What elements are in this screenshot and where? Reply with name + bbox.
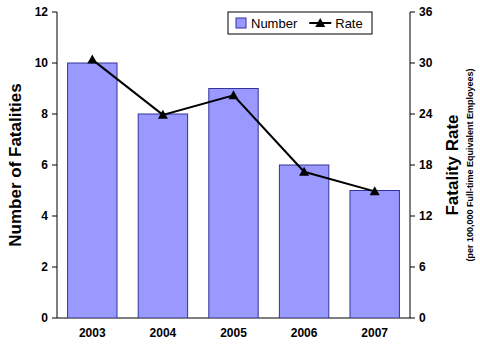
y-tick-label: 2 [41, 260, 48, 274]
bar [279, 165, 328, 318]
bar [350, 191, 399, 319]
x-tick-label: 2004 [150, 326, 177, 340]
y2-tick-label: 24 [419, 107, 433, 121]
y2-tick [410, 63, 415, 64]
marker [229, 90, 239, 99]
x-tick-label: 2006 [291, 326, 318, 340]
plot-area [68, 55, 400, 318]
y-tick-label: 0 [41, 311, 48, 325]
y-tick [52, 165, 57, 166]
y-tick-label: 10 [35, 56, 49, 70]
line [92, 60, 374, 192]
y-tick [52, 216, 57, 217]
legend-marker [315, 18, 325, 27]
y2-tick-label: 18 [419, 158, 433, 172]
marker [299, 167, 309, 176]
y2-axis-label: Fatality Rate [443, 114, 462, 215]
y-tick-label: 8 [41, 107, 48, 121]
x-tick-label: 2003 [79, 326, 106, 340]
bar [138, 114, 187, 318]
x-tick-label: 2005 [220, 326, 247, 340]
y2-tick [410, 318, 415, 319]
y-tick [52, 63, 57, 64]
y2-tick-label: 0 [419, 311, 426, 325]
bar [209, 89, 258, 319]
y-tick [52, 12, 57, 13]
chart: 0246810120612182430362003200420052006200… [0, 0, 480, 360]
y-tick [52, 267, 57, 268]
y-tick-label: 4 [41, 209, 48, 223]
x-tick-label: 2007 [361, 326, 388, 340]
y2-axis-label: (per 100,000 Full-time Equivalent Employ… [465, 68, 475, 261]
legend-swatch [236, 18, 246, 28]
marker [158, 110, 168, 119]
legend-box [228, 12, 372, 34]
y2-tick [410, 267, 415, 268]
legend-label: Rate [335, 16, 362, 31]
bar [68, 63, 117, 318]
y2-tick-label: 12 [419, 209, 433, 223]
y-axis-label: Number of Fatalities [6, 83, 25, 246]
y-tick-label: 12 [35, 5, 49, 19]
y2-tick [410, 114, 415, 115]
y2-tick [410, 216, 415, 217]
y-tick [52, 114, 57, 115]
marker [87, 55, 97, 64]
y2-tick [410, 12, 415, 13]
legend-label: Number [251, 16, 298, 31]
y2-tick-label: 36 [419, 5, 433, 19]
y-tick-label: 6 [41, 158, 48, 172]
y2-tick-label: 30 [419, 56, 433, 70]
legend: Number Rate [228, 12, 372, 34]
y2-tick [410, 165, 415, 166]
marker [370, 186, 380, 195]
y-tick [52, 318, 57, 319]
y2-tick-label: 6 [419, 260, 426, 274]
